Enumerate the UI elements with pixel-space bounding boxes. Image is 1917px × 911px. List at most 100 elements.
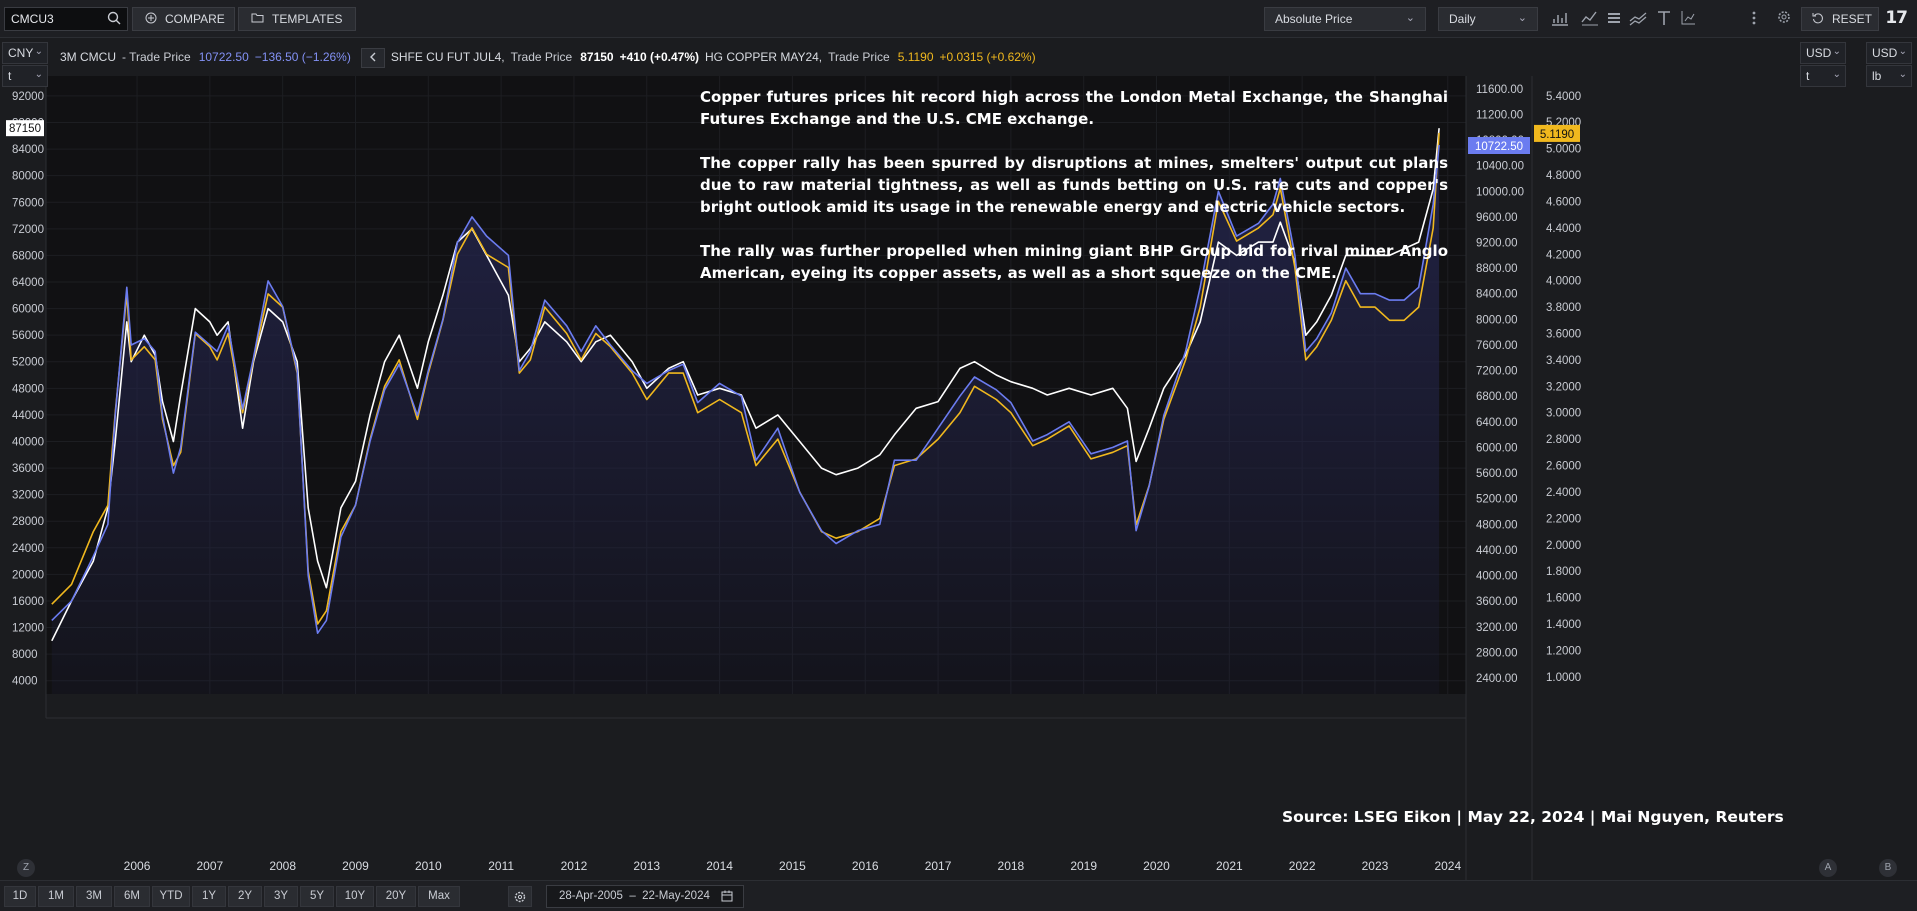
right2-tick-label: 1.6000 bbox=[1546, 593, 1581, 605]
right-tick-label: 7600.00 bbox=[1476, 340, 1518, 352]
range-button-ytd[interactable]: YTD bbox=[152, 886, 190, 907]
range-button-1m[interactable]: 1M bbox=[38, 886, 74, 907]
indicators-icon[interactable] bbox=[1580, 10, 1600, 28]
left-tick-label: 16000 bbox=[12, 596, 44, 608]
range-settings-button[interactable] bbox=[508, 886, 532, 907]
more-options-icon[interactable] bbox=[1744, 10, 1764, 28]
range-button-10y[interactable]: 10Y bbox=[336, 886, 374, 907]
layers-icon[interactable] bbox=[1604, 10, 1624, 28]
reset-label: RESET bbox=[1832, 12, 1873, 26]
date-range-picker[interactable]: 28-Apr-2005 – 22-May-2024 bbox=[546, 885, 744, 908]
left-tick-label: 4000 bbox=[12, 676, 38, 688]
annotation-paragraph-1: Copper futures prices hit record high ac… bbox=[700, 88, 1448, 128]
settings-gear-icon[interactable] bbox=[1774, 10, 1794, 28]
time-tick-label: 2019 bbox=[1070, 859, 1097, 873]
right-tick-label: 6400.00 bbox=[1476, 417, 1518, 429]
left-tick-label: 84000 bbox=[12, 144, 44, 156]
left-currency-select[interactable]: CNY ⌄ bbox=[2, 42, 48, 64]
left-tick-label: 44000 bbox=[12, 410, 44, 422]
left-tick-label: 60000 bbox=[12, 304, 44, 316]
range-button-1d[interactable]: 1D bbox=[4, 886, 36, 907]
time-tick-label: 2010 bbox=[415, 859, 442, 873]
left-tick-label: 24000 bbox=[12, 543, 44, 555]
left-tick-label: 64000 bbox=[12, 277, 44, 289]
legend-shfe-name[interactable]: SHFE CU FUT JUL4, bbox=[390, 50, 505, 65]
left-tick-label: 20000 bbox=[12, 569, 44, 581]
right-unit-select[interactable]: t ⌄ bbox=[1800, 65, 1846, 87]
time-axis: 2006 2007 2008 2009 2010 2011 2012 2013 2014 2015… bbox=[46, 717, 1466, 873]
right2-tick-label: 3.6000 bbox=[1546, 329, 1581, 341]
drawing-lines-icon[interactable] bbox=[1628, 10, 1648, 28]
reset-button[interactable]: RESET bbox=[1801, 7, 1879, 31]
ticker-value: CMCU3 bbox=[11, 12, 54, 26]
time-tick-label: 2017 bbox=[925, 859, 952, 873]
right2-tick-label: 2.6000 bbox=[1546, 461, 1581, 473]
text-tool-icon[interactable] bbox=[1654, 10, 1674, 28]
price-mode-select[interactable]: Absolute Price ⌄ bbox=[1264, 7, 1426, 31]
right-tick-label: 4000.00 bbox=[1476, 571, 1518, 583]
right2-last-price-box bbox=[1534, 124, 1580, 142]
range-button-20y[interactable]: 20Y bbox=[376, 886, 416, 907]
time-tick-label: 2008 bbox=[269, 859, 296, 873]
left-tick-label: 28000 bbox=[12, 516, 44, 528]
legend-hg-name[interactable]: HG COPPER MAY24, bbox=[704, 50, 823, 65]
legend-scroll-left-button[interactable] bbox=[360, 48, 385, 68]
search-icon[interactable] bbox=[107, 11, 121, 28]
left-last-price-box bbox=[6, 120, 44, 137]
right2-tick-label: 1.4000 bbox=[1546, 619, 1581, 631]
right2-unit-select[interactable]: lb ⌄ bbox=[1866, 65, 1912, 87]
interval-select[interactable]: Daily ⌄ bbox=[1438, 7, 1538, 31]
right2-currency-select[interactable]: USD ⌄ bbox=[1866, 42, 1912, 64]
right-tick-label: 8800.00 bbox=[1476, 263, 1518, 275]
right-tick-label: 4800.00 bbox=[1476, 519, 1518, 531]
right-tick-label: 3600.00 bbox=[1476, 596, 1518, 608]
legend-lme-change: −136.50 (−1.26%) bbox=[254, 50, 351, 65]
right-tick-label: 10400.00 bbox=[1476, 161, 1524, 173]
ticker-search-input[interactable]: CMCU3 bbox=[4, 7, 128, 31]
compare-button[interactable]: COMPARE bbox=[132, 7, 235, 31]
range-button-6m[interactable]: 6M bbox=[114, 886, 150, 907]
left-unit-select[interactable]: t ⌄ bbox=[2, 65, 48, 87]
chart-type-icon[interactable] bbox=[1550, 10, 1570, 28]
legend-shfe-field: Trade Price bbox=[510, 50, 573, 65]
right-last-price-box bbox=[1468, 137, 1530, 155]
range-button-max[interactable]: Max bbox=[418, 886, 460, 907]
chevron-down-icon: ⌄ bbox=[1517, 12, 1527, 24]
source-credit: Source: LSEG Eikon | May 22, 2024 | Mai … bbox=[1282, 808, 1784, 826]
auto-scale-button[interactable]: A bbox=[1819, 859, 1837, 877]
time-tick-label: 2024 bbox=[1434, 859, 1461, 873]
reset-icon bbox=[1812, 12, 1824, 27]
left-tick-label: 92000 bbox=[12, 91, 44, 103]
tradingview-logo: 17 bbox=[1885, 8, 1908, 28]
legend-hg-value: 5.1190 bbox=[897, 50, 934, 65]
series-area-fill bbox=[51, 145, 1440, 694]
right2-tick-label: 5.4000 bbox=[1546, 91, 1581, 103]
price-mode-value: Absolute Price bbox=[1275, 12, 1353, 26]
range-button-2y[interactable]: 2Y bbox=[228, 886, 262, 907]
time-tick-label: 2018 bbox=[998, 859, 1025, 873]
compare-label: COMPARE bbox=[165, 12, 225, 26]
bar-drawing-icon[interactable] bbox=[1678, 10, 1698, 28]
last-price-labels: 87150 10722.50 5.1190 bbox=[6, 120, 1580, 155]
left-axis-zoom-button[interactable]: Z bbox=[17, 859, 35, 877]
range-button-1y[interactable]: 1Y bbox=[192, 886, 226, 907]
right-currency-select[interactable]: USD ⌄ bbox=[1800, 42, 1846, 64]
time-tick-label: 2021 bbox=[1216, 859, 1243, 873]
range-button-3y[interactable]: 3Y bbox=[264, 886, 298, 907]
series-legend: 3M CMCU - Trade Price 10722.50 −136.50 (−1.… bbox=[60, 48, 1042, 68]
templates-button[interactable]: TEMPLATES bbox=[238, 7, 356, 31]
right-tick-label: 5600.00 bbox=[1476, 468, 1518, 480]
legend-lme-name[interactable]: 3M CMCU bbox=[60, 50, 116, 65]
range-button-5y[interactable]: 5Y bbox=[300, 886, 334, 907]
right2-tick-label: 1.2000 bbox=[1546, 645, 1581, 657]
right2-tick-label: 3.4000 bbox=[1546, 355, 1581, 367]
right2-tick-label: 2.8000 bbox=[1546, 434, 1581, 446]
right2-unit-value: lb bbox=[1872, 69, 1882, 83]
right-tick-label: 11600.00 bbox=[1476, 84, 1523, 96]
time-tick-label: 2020 bbox=[1143, 859, 1170, 873]
base-scale-button[interactable]: B bbox=[1879, 859, 1897, 877]
price-chart[interactable]: 4000 8000 12000 16000 20000 24000 28000 32000 36… bbox=[0, 0, 1917, 880]
templates-label: TEMPLATES bbox=[272, 12, 343, 26]
chevron-down-icon: ⌄ bbox=[34, 69, 43, 80]
range-button-3m[interactable]: 3M bbox=[76, 886, 112, 907]
